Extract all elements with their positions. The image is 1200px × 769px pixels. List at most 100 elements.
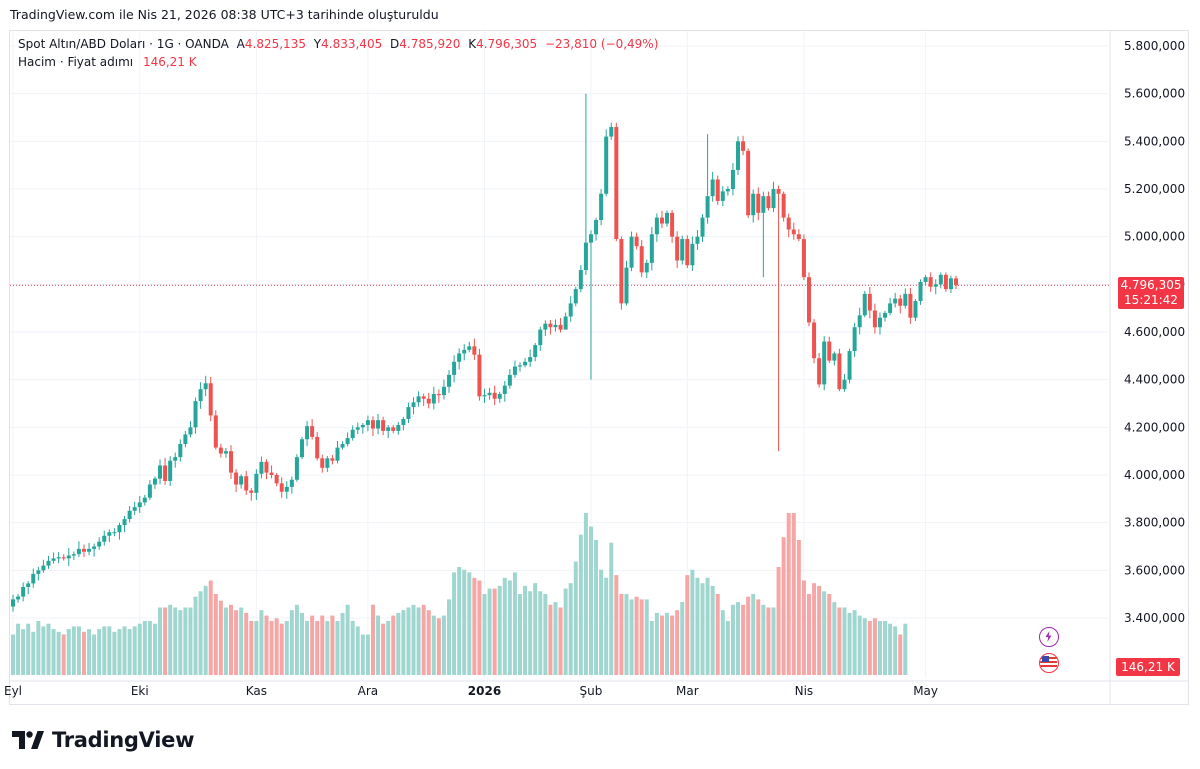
candle-body [254, 473, 259, 493]
candle-body [862, 293, 867, 316]
volume-bar [568, 583, 573, 675]
volume-bar [441, 615, 446, 675]
candle-body [523, 361, 528, 366]
volume-bar [614, 575, 619, 675]
volume-bar [801, 580, 806, 675]
volume-bar [16, 623, 21, 675]
volume-bar [872, 618, 877, 675]
candle-body [152, 478, 157, 485]
candle-body [396, 424, 401, 431]
volume-bar [299, 612, 304, 675]
candle-body [421, 396, 426, 399]
candle-body [345, 438, 350, 445]
candle-body [786, 217, 791, 230]
candle-body [218, 447, 223, 454]
candle-body [528, 357, 533, 362]
candle-body [700, 217, 705, 237]
candle-body [812, 322, 817, 359]
candle-body [294, 457, 299, 480]
candle-body [234, 472, 239, 485]
candle-body [76, 548, 81, 555]
candle-body [198, 389, 203, 402]
candle-body [898, 298, 903, 306]
y-tick-label: 5.200,000 [1124, 182, 1185, 196]
volume-bar [76, 626, 81, 675]
x-tick-label: Kas [246, 684, 267, 698]
volume-bar [883, 621, 888, 675]
candle-body [305, 426, 310, 440]
volume-bar [168, 604, 173, 675]
candle-body [796, 234, 801, 240]
candle-body [122, 519, 127, 526]
volume-bar [594, 540, 599, 675]
volume-bar [36, 621, 41, 675]
volume-bar [213, 594, 218, 675]
volume-bar [665, 612, 670, 675]
volume-bar [188, 607, 193, 675]
candle-body [766, 196, 771, 209]
symbol-label[interactable]: Spot Altın/ABD Doları · 1G · OANDA [18, 37, 229, 51]
candle-body [665, 212, 670, 224]
low-label: D [390, 37, 400, 51]
volume-bar [112, 631, 117, 675]
candle-body [893, 298, 898, 304]
bar-countdown: 15:21:42 [1124, 293, 1178, 307]
candle-body [188, 427, 193, 435]
y-tick-label: 3.800,000 [1124, 516, 1185, 530]
close-label: K [468, 37, 477, 51]
candle-body [761, 196, 766, 213]
candle-body [736, 141, 741, 170]
volume-bar [812, 583, 817, 675]
volume-bar [457, 567, 462, 675]
candle-body [609, 127, 614, 137]
volume-bar [426, 610, 431, 675]
volume-bar [46, 623, 51, 675]
volume-bar [87, 629, 92, 675]
candle-body [203, 383, 208, 390]
volume-bar [806, 594, 811, 675]
candle-body [441, 386, 446, 396]
candle-body [827, 341, 832, 361]
candle-body [477, 354, 482, 397]
volume-bar [239, 607, 244, 675]
volume-bar [173, 607, 178, 675]
volume-bar [249, 621, 254, 675]
candle-body [406, 407, 411, 419]
candle-body [502, 385, 507, 394]
us-flag-icon[interactable] [1039, 653, 1059, 673]
volume-bar [386, 621, 391, 675]
volume-value: 146,21 K [142, 55, 197, 69]
volume-bar [634, 596, 639, 675]
lightning-icon[interactable] [1039, 627, 1059, 647]
candle-body [401, 418, 406, 425]
candle-body [872, 310, 877, 328]
footer-brand: TradingView [12, 728, 194, 752]
y-tick-label: 5.800,000 [1124, 39, 1185, 53]
candle-body [269, 472, 274, 475]
candle-body [416, 396, 421, 403]
volume-label[interactable]: Hacim · Fiyat adımı [18, 55, 134, 69]
candle-body [274, 475, 279, 484]
candle-body [781, 193, 786, 218]
volume-bar [776, 567, 781, 675]
volume-bar [229, 604, 234, 675]
volume-bar [305, 621, 310, 675]
volume-bar [421, 604, 426, 675]
candle-body [938, 274, 943, 285]
volume-bar [604, 577, 609, 675]
candle-body [132, 507, 137, 511]
candle-body [954, 278, 959, 286]
candle-body [877, 317, 882, 328]
low-value: 4.785,920 [399, 37, 461, 51]
volume-bar [142, 621, 147, 675]
y-tick-label: 4.200,000 [1124, 420, 1185, 434]
volume-bar [837, 607, 842, 675]
volume-bar [218, 600, 223, 675]
volume-bar [791, 513, 796, 675]
candle-body [92, 546, 97, 549]
candle-body [279, 483, 284, 492]
candle-body [918, 281, 923, 302]
high-label: Y [313, 37, 322, 51]
volume-bar [857, 615, 862, 675]
